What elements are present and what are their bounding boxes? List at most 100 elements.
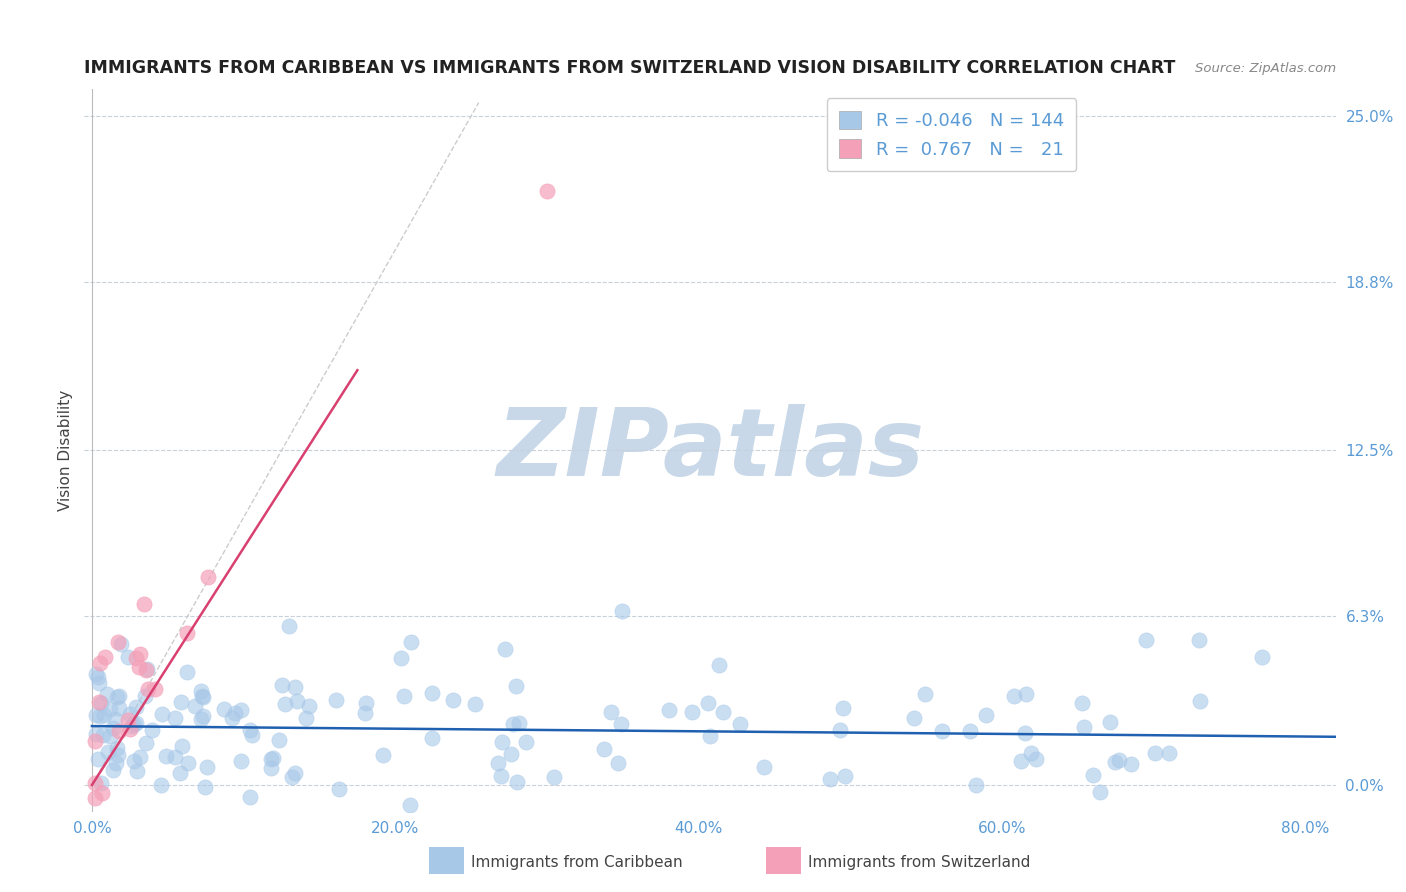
Point bbox=[262, 751, 284, 765]
Point bbox=[260, 752, 283, 766]
Point bbox=[914, 687, 936, 701]
Point bbox=[169, 766, 191, 780]
Point bbox=[129, 647, 152, 661]
Point bbox=[110, 637, 132, 651]
Point bbox=[696, 696, 718, 710]
Point bbox=[285, 694, 308, 708]
Point bbox=[730, 716, 752, 731]
Point bbox=[1121, 757, 1143, 772]
Point bbox=[193, 690, 215, 705]
Point bbox=[184, 698, 207, 713]
Point bbox=[107, 747, 129, 762]
Text: Source: ZipAtlas.com: Source: ZipAtlas.com bbox=[1195, 62, 1336, 75]
Point bbox=[84, 776, 107, 790]
Point bbox=[135, 663, 157, 677]
Point bbox=[1188, 633, 1211, 648]
Point bbox=[94, 649, 117, 664]
Point bbox=[399, 635, 422, 649]
Point bbox=[89, 709, 111, 723]
Point bbox=[1098, 714, 1121, 729]
Point bbox=[141, 723, 163, 737]
Point bbox=[224, 706, 246, 720]
Point bbox=[190, 684, 212, 698]
Point bbox=[134, 597, 156, 611]
Point bbox=[239, 723, 262, 738]
Point bbox=[165, 749, 187, 764]
Point bbox=[976, 707, 998, 722]
Point bbox=[536, 184, 558, 198]
Point bbox=[1070, 696, 1092, 710]
Text: IMMIGRANTS FROM CARIBBEAN VS IMMIGRANTS FROM SWITZERLAND VISION DISABILITY CORRE: IMMIGRANTS FROM CARIBBEAN VS IMMIGRANTS … bbox=[84, 59, 1175, 77]
Point bbox=[86, 752, 108, 766]
Point bbox=[1088, 785, 1111, 799]
Point bbox=[486, 756, 509, 770]
Point bbox=[105, 756, 128, 771]
Point bbox=[128, 750, 150, 764]
Point bbox=[86, 666, 108, 681]
Point bbox=[97, 745, 120, 759]
Point bbox=[190, 712, 212, 726]
Point bbox=[127, 764, 149, 778]
Point bbox=[260, 761, 283, 775]
Point bbox=[145, 682, 167, 697]
Point bbox=[118, 722, 141, 736]
Point bbox=[86, 670, 108, 684]
Point bbox=[1143, 746, 1166, 760]
Point bbox=[177, 756, 200, 771]
Point bbox=[281, 770, 304, 784]
Point bbox=[392, 690, 415, 704]
Point bbox=[354, 706, 377, 720]
Point bbox=[328, 781, 350, 796]
Point bbox=[1025, 752, 1047, 766]
Point bbox=[155, 749, 177, 764]
Point bbox=[398, 797, 420, 812]
Point bbox=[681, 705, 703, 719]
Point bbox=[515, 735, 537, 749]
Point bbox=[90, 776, 112, 790]
Point bbox=[231, 755, 253, 769]
Point bbox=[86, 727, 108, 741]
Point bbox=[238, 790, 260, 805]
Point bbox=[959, 723, 981, 738]
Point bbox=[117, 649, 139, 664]
Point bbox=[1015, 686, 1038, 700]
Point bbox=[834, 768, 856, 782]
Point bbox=[197, 570, 219, 584]
Point bbox=[122, 717, 145, 731]
Point bbox=[1157, 747, 1180, 761]
Point bbox=[170, 695, 193, 709]
Point bbox=[136, 661, 159, 675]
Point bbox=[96, 687, 118, 701]
Point bbox=[1019, 746, 1042, 760]
Point bbox=[389, 650, 412, 665]
Point bbox=[194, 780, 217, 795]
Point bbox=[100, 729, 122, 743]
Point bbox=[422, 731, 444, 745]
Point bbox=[1010, 754, 1032, 768]
Point bbox=[931, 724, 953, 739]
Point bbox=[491, 734, 513, 748]
Point bbox=[1108, 753, 1130, 767]
Y-axis label: Vision Disability: Vision Disability bbox=[58, 390, 73, 511]
Point bbox=[284, 765, 307, 780]
Point bbox=[101, 763, 124, 777]
Point bbox=[506, 775, 529, 789]
Point bbox=[1251, 649, 1274, 664]
Point bbox=[89, 656, 111, 670]
Point bbox=[105, 690, 128, 704]
Point bbox=[441, 693, 464, 707]
Text: ZIPatlas: ZIPatlas bbox=[496, 404, 924, 497]
Point bbox=[600, 705, 623, 719]
Point bbox=[149, 778, 172, 792]
Point bbox=[505, 680, 527, 694]
Point bbox=[832, 701, 855, 715]
Point bbox=[91, 728, 114, 742]
Point bbox=[121, 719, 143, 733]
Point bbox=[191, 690, 214, 704]
Point bbox=[489, 769, 512, 783]
Point bbox=[508, 716, 530, 731]
Point bbox=[84, 734, 107, 748]
Point bbox=[284, 681, 307, 695]
Point bbox=[1002, 689, 1025, 703]
Point bbox=[658, 703, 681, 717]
